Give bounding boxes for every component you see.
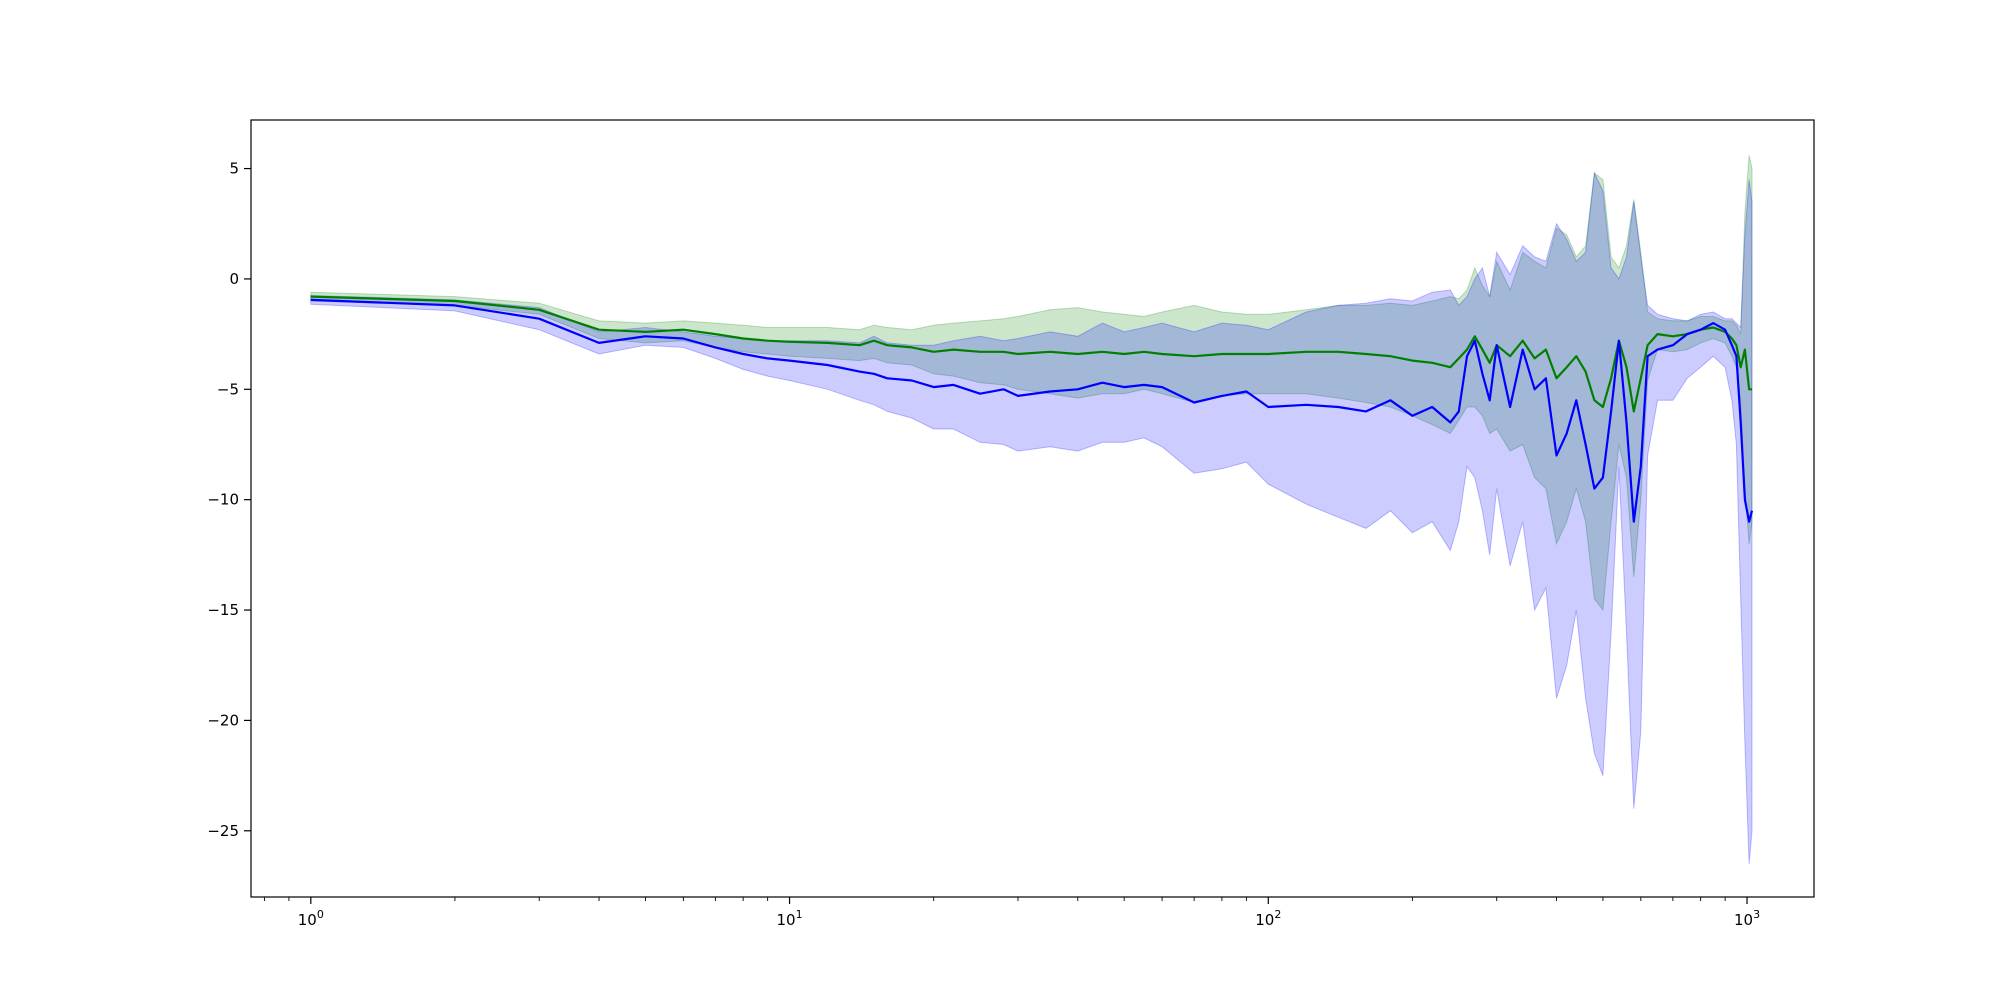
confidence-bands (310, 155, 1753, 864)
x-tick-label: 101 (777, 908, 803, 929)
y-tick-label: −10 (207, 491, 239, 509)
y-tick-label: −25 (207, 822, 239, 840)
series-1-band (310, 171, 1753, 864)
y-tick-label: 5 (229, 160, 239, 178)
y-tick-label: −5 (217, 380, 239, 398)
y-tick-label: −15 (207, 601, 239, 619)
series-0-line (310, 295, 1752, 413)
x-tick-label: 100 (298, 908, 324, 929)
y-axis: 5 0 −5 −10 −15 −20 −25 (207, 160, 251, 840)
series-lines (310, 295, 1754, 523)
x-axis: 100 101 102 103 (263, 897, 1760, 929)
y-tick-label: −20 (207, 711, 239, 729)
y-tick-label: 0 (229, 270, 239, 288)
series-1-line (310, 298, 1754, 523)
x-tick-label: 103 (1734, 908, 1760, 929)
series-0-band (310, 155, 1753, 612)
plot-area-frame (250, 119, 1815, 898)
x-tick-label: 102 (1255, 908, 1281, 929)
